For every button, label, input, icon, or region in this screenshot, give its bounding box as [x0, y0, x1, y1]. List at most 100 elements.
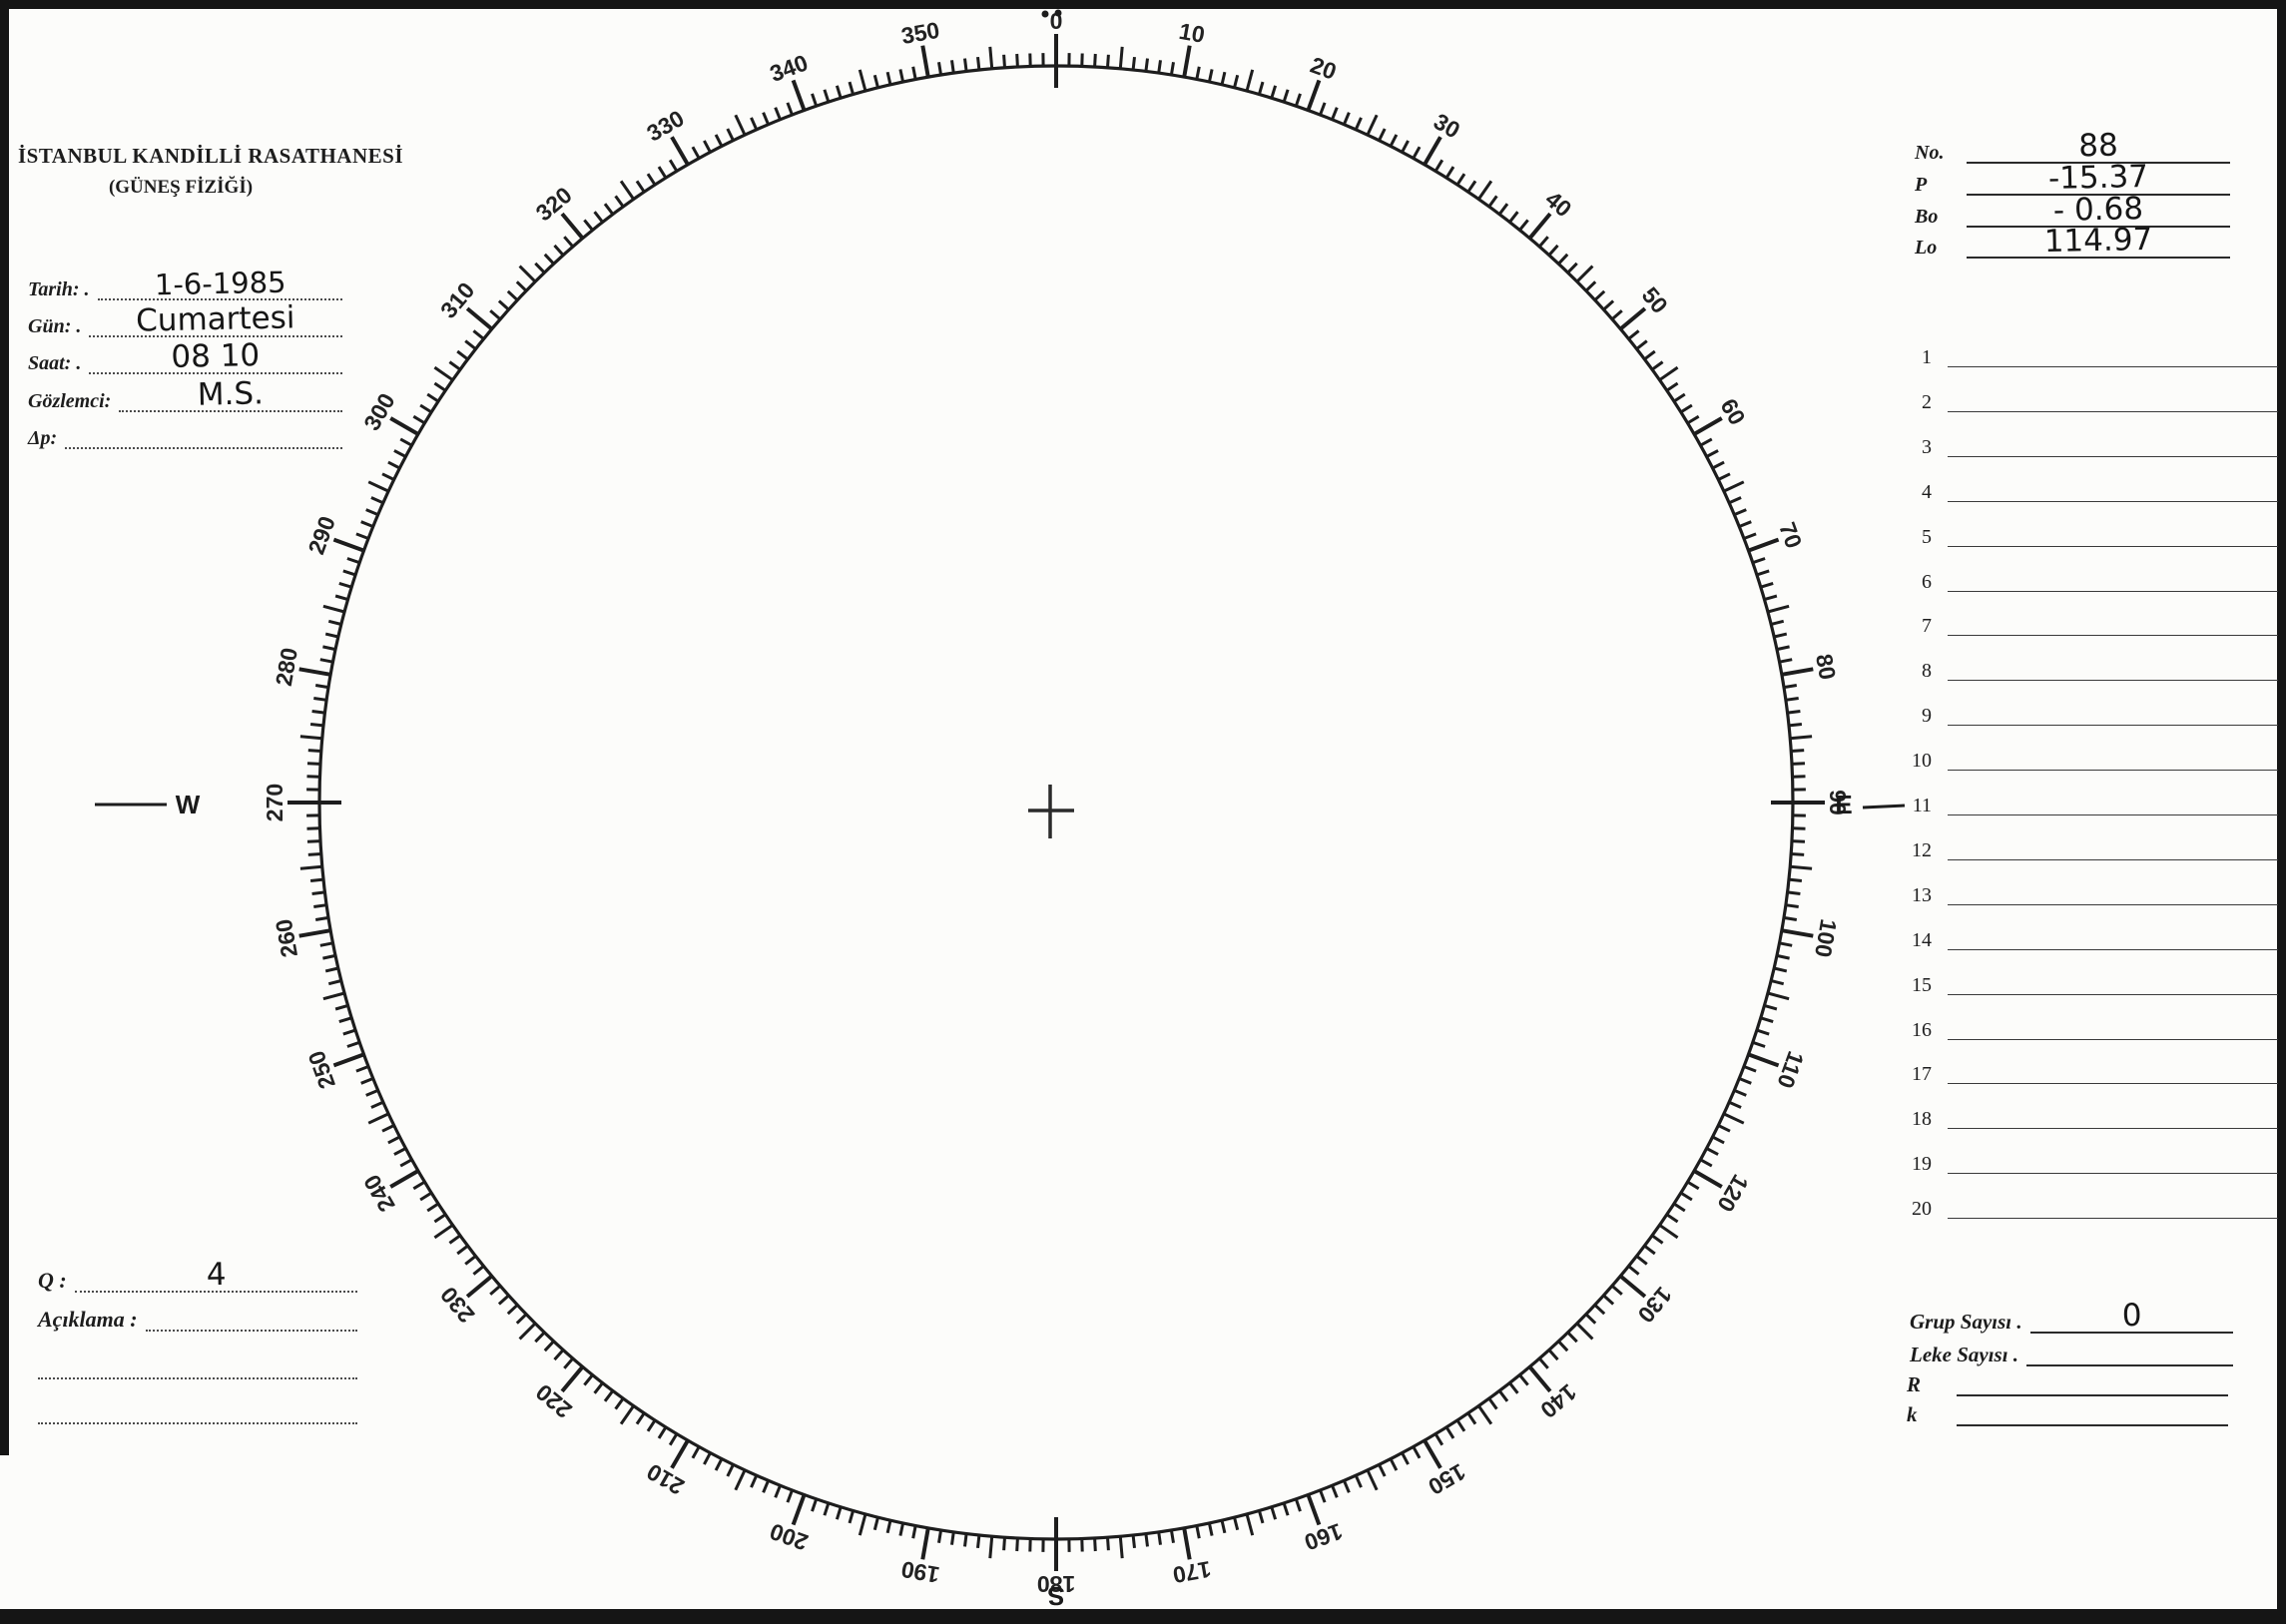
- observation-row-number: 6: [1922, 570, 1932, 593]
- field-gozlemci-label: Gözlemci:: [28, 390, 112, 412]
- compass-markers: W E S: [95, 9, 1906, 1611]
- field-lo-line: 114.97: [1967, 222, 2230, 260]
- observation-row-number: 3: [1922, 435, 1932, 458]
- field-saat: Saat: . 08 10: [28, 337, 342, 375]
- east-marker: E: [1835, 790, 1852, 819]
- field-k-label: k: [1907, 1402, 1918, 1426]
- field-p-label: P: [1915, 174, 1928, 196]
- degree-label: 80: [1811, 652, 1841, 682]
- observation-row-number: 9: [1922, 705, 1932, 728]
- degree-label: 330: [642, 105, 688, 147]
- observatory-header: İSTANBUL KANDİLLİ RASATHANESİ (GÜNEŞ FİZ…: [18, 144, 403, 199]
- degree-label: 320: [531, 182, 577, 227]
- degree-label: 60: [1715, 394, 1750, 429]
- field-delta-p-line: [65, 419, 342, 449]
- field-no: No. 88: [1915, 128, 2230, 164]
- degree-label: 130: [1633, 1282, 1678, 1328]
- field-saat-line: 08 10: [89, 337, 342, 375]
- field-gun: Gün: . Cumartesi: [28, 299, 342, 339]
- observation-row-number: 13: [1912, 883, 1932, 906]
- field-lo-value: 114.97: [2043, 221, 2153, 261]
- degree-label: 170: [1171, 1556, 1213, 1588]
- degree-label: 210: [642, 1458, 688, 1500]
- field-q: Q : 4: [38, 1257, 357, 1293]
- field-grup-sayisi: Grup Sayısı . 0: [1910, 1298, 2233, 1334]
- observation-row-line: [1948, 340, 2278, 367]
- south-marker: S: [1047, 1581, 1064, 1611]
- degree-label: 70: [1774, 519, 1807, 552]
- degree-label: 120: [1712, 1170, 1754, 1216]
- observation-list-row: 19: [1904, 1148, 2278, 1176]
- observation-row-number: 14: [1912, 928, 1932, 951]
- field-no-line: 88: [1967, 128, 2230, 164]
- observation-row-line: [1948, 789, 2278, 815]
- field-bo: Bo - 0.68: [1915, 191, 2230, 229]
- field-p: P -15.37: [1915, 159, 2230, 197]
- observation-row-line: [1948, 1192, 2278, 1220]
- field-bo-label: Bo: [1915, 206, 1939, 228]
- observation-row-number: 10: [1912, 750, 1932, 773]
- north-marker-clipped-dot: [1054, 9, 1062, 17]
- scan-edge-right: [2277, 0, 2286, 1624]
- degree-label: 160: [1301, 1518, 1346, 1556]
- field-r: R: [1907, 1368, 2228, 1396]
- center-crosshair: [1028, 785, 1074, 838]
- field-aciklama-line: [145, 1302, 357, 1332]
- observation-row-number: 5: [1922, 525, 1932, 548]
- degree-label: 290: [302, 513, 340, 558]
- observation-row-line: [1948, 1013, 2278, 1040]
- observation-row-number: 15: [1912, 973, 1932, 996]
- degree-label: 340: [767, 49, 812, 87]
- observation-list-row: 3: [1904, 431, 2278, 457]
- field-leke-sayisi: Leke Sayısı .: [1910, 1339, 2233, 1366]
- observation-list-row: 4: [1904, 476, 2278, 502]
- observation-row-line: [1948, 609, 2278, 637]
- observation-list-row: 10: [1904, 745, 2278, 773]
- degree-label: 250: [302, 1047, 340, 1092]
- field-k-line: [1957, 1396, 2228, 1426]
- degree-label: 220: [531, 1379, 577, 1424]
- field-saat-value: 08 10: [171, 337, 261, 375]
- field-tarih-label: Tarih: .: [28, 278, 90, 300]
- degree-label: 260: [271, 917, 302, 959]
- observation-row-line: [1948, 878, 2278, 905]
- field-gun-line: Cumartesi: [89, 299, 342, 339]
- observation-row-number: 19: [1912, 1153, 1932, 1176]
- observation-list-row: 14: [1904, 924, 2278, 950]
- field-saat-label: Saat: .: [28, 352, 82, 374]
- observation-list-row: 12: [1904, 834, 2278, 860]
- field-no-label: No.: [1915, 142, 1945, 164]
- field-r-line: [1957, 1366, 2228, 1396]
- field-r-label: R: [1907, 1372, 1922, 1396]
- observation-row-line: [1948, 654, 2278, 682]
- observation-row-line: [1948, 968, 2278, 995]
- degree-label: 90: [1825, 790, 1851, 815]
- observation-row-number: 7: [1922, 615, 1932, 638]
- north-marker-clipped-dot: [1041, 10, 1049, 18]
- observation-list-row: 16: [1904, 1014, 2278, 1040]
- degree-label: 100: [1810, 917, 1842, 959]
- observation-row-line: [1948, 923, 2278, 950]
- degree-label: 190: [899, 1556, 941, 1588]
- remarks-line-3: [38, 1422, 357, 1424]
- degree-label: 20: [1307, 52, 1340, 85]
- degree-label: 200: [767, 1518, 812, 1556]
- field-gozlemci-line: M.S.: [119, 375, 342, 413]
- observation-row-line: [1948, 1057, 2278, 1085]
- observation-list-row: 9: [1904, 700, 2278, 728]
- field-tarih-value: 1-6-1985: [154, 265, 286, 302]
- observation-row-number: 20: [1912, 1198, 1932, 1221]
- observation-list-row: 8: [1904, 654, 2278, 682]
- degree-label: 10: [1177, 18, 1207, 48]
- observation-row-number: 4: [1922, 480, 1932, 503]
- degree-label: 30: [1429, 108, 1464, 143]
- field-aciklama-value: [146, 1328, 357, 1332]
- observation-row-line: [1948, 475, 2278, 502]
- observation-row-number: 2: [1922, 390, 1932, 413]
- field-lo-label: Lo: [1915, 237, 1938, 259]
- field-lo: Lo 114.97: [1915, 222, 2230, 260]
- field-q-label: Q :: [38, 1268, 67, 1293]
- degree-label: 230: [435, 1282, 480, 1328]
- degree-label: 140: [1535, 1379, 1581, 1424]
